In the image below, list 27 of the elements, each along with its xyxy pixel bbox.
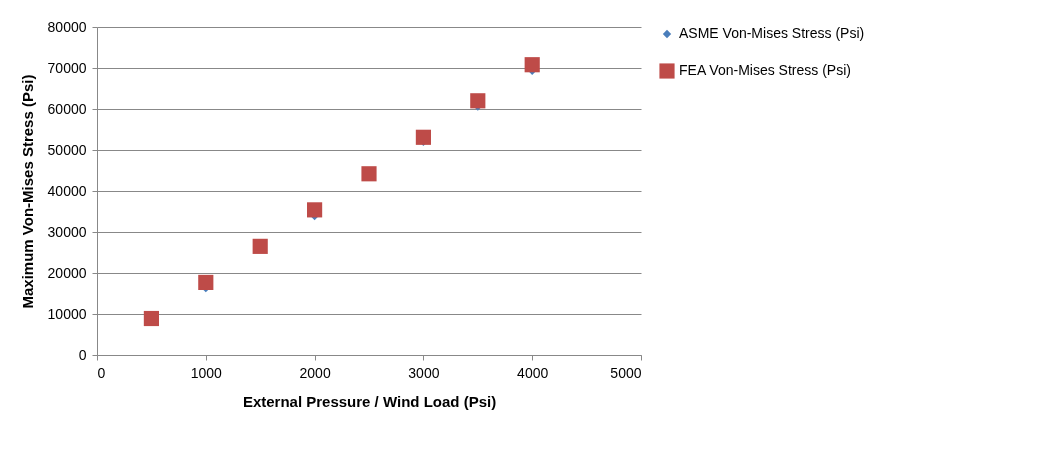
y-tick-label: 20000 (47, 264, 87, 281)
y-tick-label: 0 (78, 346, 87, 363)
x-axis-title: External Pressure / Wind Load (Psi) (242, 392, 497, 410)
point (470, 93, 486, 109)
x-tick-label: 3000 (408, 364, 440, 381)
y-tick-label: 10000 (47, 305, 87, 322)
x-tick-label: 5000 (610, 364, 642, 381)
point (307, 202, 323, 218)
point (198, 274, 214, 291)
point (143, 310, 159, 327)
y-tick-label: 60000 (47, 100, 87, 117)
point (361, 166, 377, 182)
x-tick-label: 1000 (190, 364, 223, 381)
x-tick-label: 4000 (517, 364, 549, 381)
y-tick-label: 70000 (47, 59, 87, 76)
point (415, 129, 431, 145)
y-tick-label: 30000 (47, 223, 87, 240)
point (524, 57, 540, 73)
x-tick-label: 2000 (299, 364, 331, 381)
y-tick-label: 50000 (47, 141, 87, 158)
y-axis-title: Maximum Von-Mises Stress (Psi) (18, 74, 36, 309)
legend-label: ASME Von-Mises Stress (Psi) (679, 25, 865, 41)
y-tick-label: 80000 (47, 18, 87, 35)
point (252, 238, 268, 254)
y-tick-label: 40000 (47, 182, 87, 199)
legend-label: FEA Von-Mises Stress (Psi) (679, 62, 851, 78)
x-tick-label: 0 (97, 364, 106, 381)
